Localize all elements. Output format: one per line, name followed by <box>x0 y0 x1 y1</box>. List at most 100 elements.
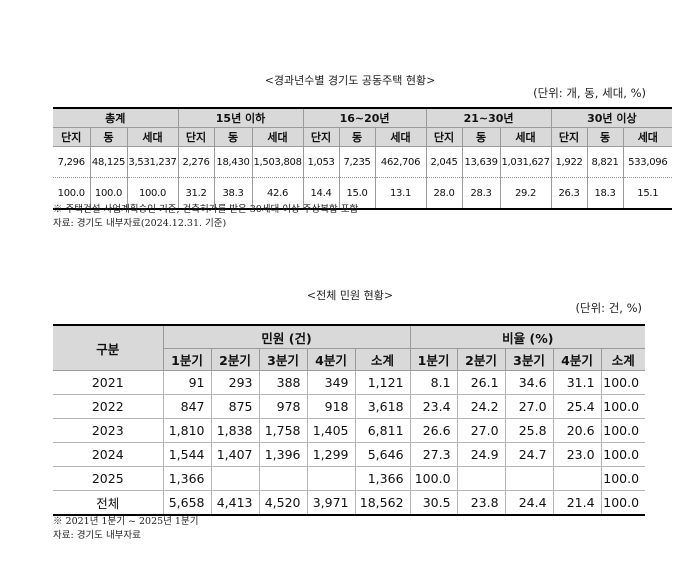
table-cell: 1,366 <box>162 466 212 491</box>
table-cell: 1,407 <box>210 442 260 467</box>
table-cell: 18,562 <box>354 490 411 516</box>
table1-group-header-row: 총계 15년 이하 16~20년 21~30년 30년 이상 <box>53 107 673 128</box>
sub-header-q1: 1분기 <box>163 348 212 371</box>
table-cell: 349 <box>306 370 356 395</box>
table-cell: 18,430 <box>213 146 253 178</box>
table1-footnote: ※ 주택건설 사업계획승인 기준, 건축허가를 받은 30세대 이상 주상복합 … <box>53 204 359 215</box>
sub-header-complex: 단지 <box>425 127 463 147</box>
table-cell: 23.8 <box>456 490 506 516</box>
table-cell: 27.3 <box>409 442 458 467</box>
table-row: 7,296 48,125 3,531,237 2,276 18,430 1,503,808… <box>53 146 673 178</box>
table-cell: 100.0 <box>89 177 128 210</box>
table-cell: 462,706 <box>374 146 427 178</box>
row-label: 2024 <box>53 442 164 467</box>
group-header-total: 총계 <box>53 107 179 128</box>
table-cell: 38.3 <box>213 177 253 210</box>
sub-header-building: 동 <box>338 127 376 147</box>
sub-header-subtotal: 소계 <box>600 348 646 371</box>
table-cell: 918 <box>306 394 356 419</box>
sub-header-complex: 단지 <box>177 127 215 147</box>
table-row: 전체 5,658 4,413 4,520 3,971 18,562 30.5 23.8 24.4… <box>53 490 646 516</box>
table1-source: 자료: 경기도 내부자료(2024.12.31. 기준) <box>53 218 227 229</box>
table-cell: 1,810 <box>162 418 212 443</box>
table-cell: 100.0 <box>600 466 646 491</box>
table-cell <box>258 466 308 491</box>
sub-header-household: 세대 <box>251 127 304 147</box>
table-cell: 2,045 <box>425 146 463 178</box>
sub-header-q3: 3분기 <box>258 348 308 371</box>
table-row: 100.0 100.0 100.0 31.2 38.3 42.6 14.4 15.0 13.1 2… <box>53 177 673 210</box>
table2-source: 자료: 경기도 내부자료 <box>53 530 141 541</box>
table-cell: 4,413 <box>210 490 260 516</box>
table-cell: 8.1 <box>409 370 458 395</box>
sub-header-q1: 1분기 <box>409 348 458 371</box>
sub-header-subtotal: 소계 <box>354 348 411 371</box>
table-cell: 100.0 <box>600 370 646 395</box>
table-cell: 100.0 <box>53 177 91 210</box>
table-cell: 1,758 <box>258 418 308 443</box>
table-cell: 3,971 <box>306 490 356 516</box>
table-cell: 18.3 <box>586 177 624 210</box>
table-cell: 1,503,808 <box>251 146 304 178</box>
table-row: 2021 91 293 388 349 1,121 8.1 26.1 34.6 31.1 100.0 <box>53 370 646 395</box>
row-label: 전체 <box>53 490 164 516</box>
table-cell: 293 <box>210 370 260 395</box>
table-cell <box>306 466 356 491</box>
table-cell: 15.1 <box>622 177 673 210</box>
table1-sub-header-row: 단지 동 세대 단지 동 세대 단지 동 세대 단지 동 세대 단지 동 세대 <box>53 127 673 147</box>
table-cell: 29.2 <box>499 177 552 210</box>
sub-header-q2: 2분기 <box>456 348 506 371</box>
table-cell: 30.5 <box>409 490 458 516</box>
table-cell: 8,821 <box>586 146 624 178</box>
complaints-table: 구분 민원 (건) 비율 (%) 1분기 2분기 3분기 4분기 소계 1분기 … <box>53 324 646 516</box>
table-cell: 1,299 <box>306 442 356 467</box>
group-header-30-plus: 30년 이상 <box>550 107 673 128</box>
table-cell: 875 <box>210 394 260 419</box>
table-cell <box>504 466 554 491</box>
table-cell: 5,646 <box>354 442 411 467</box>
table-cell: 24.7 <box>504 442 554 467</box>
table2-sub-header-row: 1분기 2분기 3분기 4분기 소계 1분기 2분기 3분기 4분기 소계 <box>53 348 646 371</box>
group-header-16-20: 16~20년 <box>302 107 427 128</box>
table-cell: 23.4 <box>409 394 458 419</box>
table-cell: 1,396 <box>258 442 308 467</box>
table-cell: 91 <box>162 370 212 395</box>
housing-age-table: 총계 15년 이하 16~20년 21~30년 30년 이상 단지 동 세대 단… <box>53 107 673 210</box>
table-cell: 27.0 <box>456 418 506 443</box>
table-cell: 13.1 <box>374 177 427 210</box>
sub-header-building: 동 <box>213 127 253 147</box>
table-cell: 1,405 <box>306 418 356 443</box>
table-cell <box>456 466 506 491</box>
table-cell: 1,366 <box>354 466 411 491</box>
table-cell: 1,053 <box>302 146 340 178</box>
table-cell: 847 <box>162 394 212 419</box>
table-cell: 1,922 <box>550 146 588 178</box>
table-cell: 15.0 <box>338 177 376 210</box>
row-label: 2021 <box>53 370 164 395</box>
table-cell: 26.1 <box>456 370 506 395</box>
table-cell: 1,031,627 <box>499 146 552 178</box>
sub-header-household: 세대 <box>374 127 427 147</box>
sub-header-q3: 3분기 <box>504 348 554 371</box>
table-cell: 6,811 <box>354 418 411 443</box>
sub-header-building: 동 <box>586 127 624 147</box>
table-cell: 100.0 <box>600 418 646 443</box>
category-header: 구분 <box>53 324 164 371</box>
sub-header-household: 세대 <box>126 127 179 147</box>
table-cell: 533,096 <box>622 146 673 178</box>
table-cell: 26.3 <box>550 177 588 210</box>
table-cell <box>552 466 602 491</box>
table-cell: 7,235 <box>338 146 376 178</box>
table-row: 2022 847 875 978 918 3,618 23.4 24.2 27.0 25.4 100… <box>53 394 646 419</box>
table-cell: 24.9 <box>456 442 506 467</box>
group-header-complaints: 민원 (건) <box>162 324 411 349</box>
sub-header-building: 동 <box>89 127 128 147</box>
table-cell: 25.8 <box>504 418 554 443</box>
sub-header-household: 세대 <box>622 127 673 147</box>
group-header-15-or-less: 15년 이하 <box>177 107 304 128</box>
table2-footnote: ※ 2021년 1분기 ~ 2025년 1분기 <box>53 516 199 527</box>
table-cell: 3,531,237 <box>126 146 179 178</box>
row-label: 2025 <box>53 466 164 491</box>
table-row: 2024 1,544 1,407 1,396 1,299 5,646 27.3 24.9 24.… <box>53 442 646 467</box>
table1-title: <경과년수별 경기도 공동주택 현황> <box>264 74 436 87</box>
